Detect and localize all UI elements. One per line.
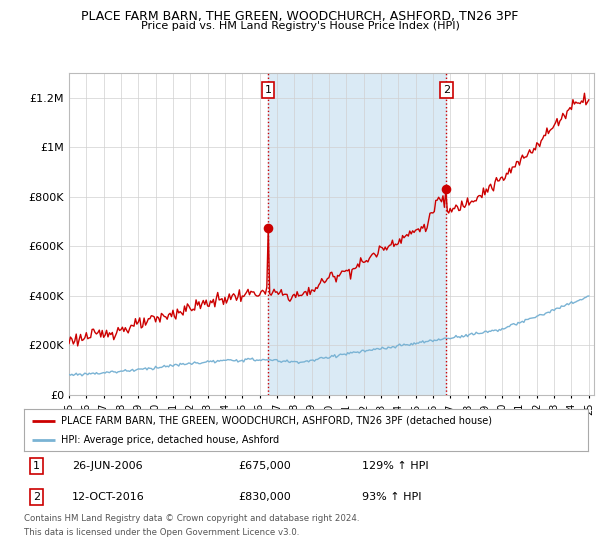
Bar — [268, 73, 446, 395]
Text: PLACE FARM BARN, THE GREEN, WOODCHURCH, ASHFORD, TN26 3PF: PLACE FARM BARN, THE GREEN, WOODCHURCH, … — [82, 10, 518, 23]
Text: 129% ↑ HPI: 129% ↑ HPI — [362, 461, 429, 471]
Text: 1: 1 — [265, 85, 271, 95]
Text: 1: 1 — [33, 461, 40, 471]
Point — [442, 185, 451, 194]
Text: HPI: Average price, detached house, Ashford: HPI: Average price, detached house, Ashf… — [61, 435, 279, 445]
Text: 12-OCT-2016: 12-OCT-2016 — [72, 492, 145, 502]
Text: 26-JUN-2006: 26-JUN-2006 — [72, 461, 143, 471]
Text: Contains HM Land Registry data © Crown copyright and database right 2024.: Contains HM Land Registry data © Crown c… — [24, 514, 359, 523]
Point — [263, 223, 273, 232]
Text: £675,000: £675,000 — [238, 461, 291, 471]
Text: 2: 2 — [443, 85, 450, 95]
Text: PLACE FARM BARN, THE GREEN, WOODCHURCH, ASHFORD, TN26 3PF (detached house): PLACE FARM BARN, THE GREEN, WOODCHURCH, … — [61, 416, 491, 426]
Text: £830,000: £830,000 — [238, 492, 291, 502]
Text: 93% ↑ HPI: 93% ↑ HPI — [362, 492, 422, 502]
Text: 2: 2 — [33, 492, 40, 502]
Text: This data is licensed under the Open Government Licence v3.0.: This data is licensed under the Open Gov… — [24, 528, 299, 536]
Text: Price paid vs. HM Land Registry's House Price Index (HPI): Price paid vs. HM Land Registry's House … — [140, 21, 460, 31]
